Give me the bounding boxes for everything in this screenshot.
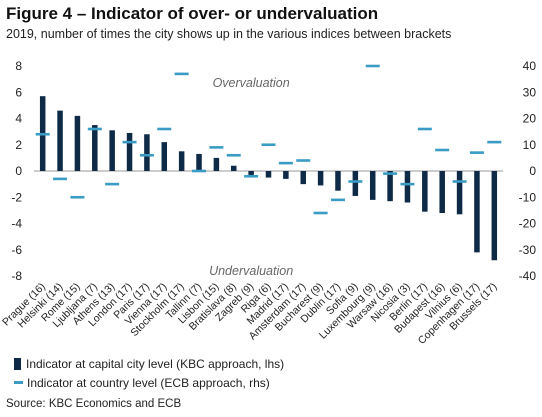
y-left-tick-label: -6 (11, 243, 22, 257)
annotation-1: Overvaluation (213, 76, 290, 90)
bar-24 (439, 171, 445, 213)
legend-item-dashes: Indicator at country level (ECB approach… (14, 373, 284, 392)
y-right-tick-label: 30 (523, 85, 537, 99)
y-left-tick-label: 4 (15, 112, 22, 126)
bar-20 (369, 171, 376, 200)
bar-9 (178, 151, 185, 171)
y-left-tick-label: -2 (11, 190, 22, 204)
bar-26 (474, 171, 480, 253)
y-right-tick-label: 0 (529, 164, 536, 178)
bar-25 (456, 171, 463, 215)
chart-legend: Indicator at capital city level (KBC app… (14, 354, 284, 392)
bar-3 (74, 115, 81, 171)
bar-18 (335, 171, 341, 191)
y-left-tick-label: -8 (11, 269, 22, 283)
bar-8 (161, 142, 168, 171)
bar-15 (283, 171, 289, 179)
legend-dash-swatch (14, 381, 23, 384)
y-right-tick-label: 40 (523, 59, 537, 73)
y-left-tick-label: -4 (11, 217, 22, 231)
y-right-tick-label: 10 (523, 138, 537, 152)
bar-19 (352, 171, 359, 196)
bar-13 (248, 171, 254, 175)
y-right-tick-label: -40 (519, 269, 537, 283)
y-right-tick-label: -20 (519, 217, 537, 231)
chart-subtitle: 2019, number of times the city shows up … (6, 27, 452, 41)
bar-5 (109, 130, 115, 171)
y-left-tick-label: 2 (15, 138, 22, 152)
legend-bar-swatch (14, 357, 21, 370)
bar-6 (126, 132, 133, 171)
y-right-tick-label: 20 (523, 112, 537, 126)
bar-2 (57, 110, 63, 171)
bar-10 (196, 153, 202, 171)
bar-14 (265, 171, 272, 178)
bar-23 (422, 171, 428, 212)
bar-21 (387, 171, 393, 202)
bar-17 (317, 171, 324, 186)
y-left-tick-label: 6 (15, 85, 22, 99)
bar-11 (213, 157, 220, 171)
y-right-tick-label: -10 (519, 190, 537, 204)
bar-27 (491, 171, 498, 261)
annotation-2: Undervaluation (209, 264, 293, 278)
y-left-tick-label: 0 (15, 164, 22, 178)
bar-7 (144, 134, 150, 171)
legend-label-dashes: Indicator at country level (ECB approach… (27, 375, 270, 390)
source-note: Source: KBC Economics and ECB (6, 398, 182, 410)
legend-label-bars: Indicator at capital city level (KBC app… (26, 356, 285, 371)
legend-item-bars: Indicator at capital city level (KBC app… (14, 354, 284, 373)
bar-16 (300, 171, 306, 185)
bar-12 (231, 165, 237, 171)
y-left-tick-label: 8 (15, 59, 22, 73)
chart-title: Figure 4 – Indicator of over- or underva… (6, 4, 379, 23)
bar-4 (92, 125, 98, 171)
bar-22 (404, 171, 411, 203)
y-right-tick-label: -30 (519, 243, 537, 257)
